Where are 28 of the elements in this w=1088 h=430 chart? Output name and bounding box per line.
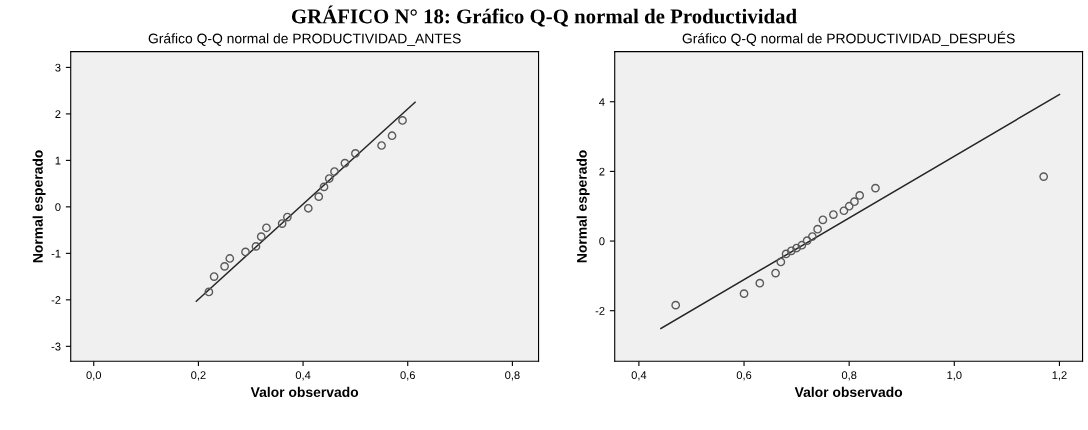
- x-tick-label: 1,0: [947, 371, 962, 381]
- y-tick-label: -2: [595, 306, 605, 315]
- y-tick-label: 1: [55, 156, 61, 165]
- chart-title: Gráfico Q-Q normal de PRODUCTIVIDAD_ANTES: [148, 33, 461, 47]
- y-tick-label: 3: [55, 63, 61, 72]
- y-tick-label: -2: [51, 296, 61, 304]
- y-tick-label: 2: [599, 167, 605, 176]
- x-tick-label: 0,2: [191, 371, 206, 381]
- y-axis-title: Normal esperado: [576, 150, 590, 263]
- x-tick-label: 0,0: [86, 371, 102, 381]
- y-tick-label: -1: [51, 249, 61, 258]
- x-tick-label: 0,8: [505, 371, 520, 381]
- x-tick-label: 0,4: [631, 371, 647, 381]
- x-tick-label: 0,6: [736, 371, 752, 381]
- x-axis-title: Valor observado: [794, 386, 903, 398]
- y-tick-label: -3: [51, 342, 61, 351]
- x-tick-label: 0,6: [400, 371, 415, 381]
- chart-title: Gráfico Q-Q normal de PRODUCTIVIDAD_DESPUÉS: [682, 31, 1015, 47]
- y-tick-label: 0: [55, 203, 61, 211]
- y-axis-title: Normal esperado: [32, 150, 46, 263]
- x-tick-label: 1,2: [1052, 371, 1067, 381]
- text: GRÁFICO N° 18: Gráfico Q-Q normal de Productividad: [291, 5, 797, 27]
- x-tick-label: 0,4: [295, 371, 311, 381]
- y-tick-label: 2: [55, 110, 61, 118]
- x-axis-title: Valor observado: [250, 386, 359, 398]
- y-tick-label: 0: [599, 237, 605, 246]
- y-tick-label: 4: [599, 98, 605, 106]
- x-tick-label: 0,8: [841, 371, 857, 381]
